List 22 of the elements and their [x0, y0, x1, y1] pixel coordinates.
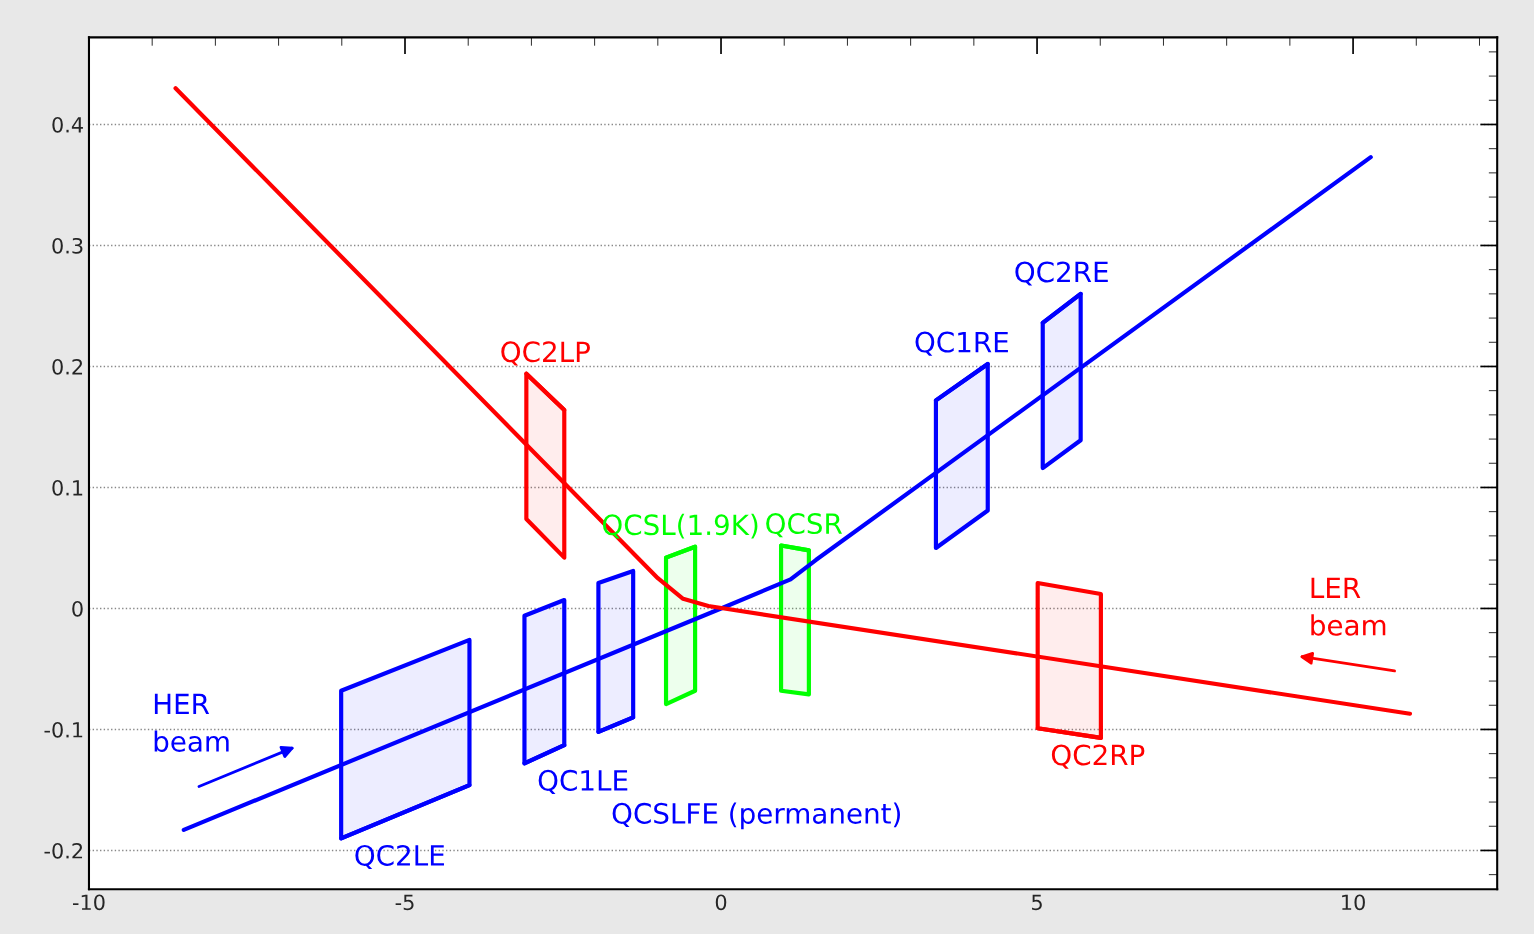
y-tick-label: 0.4: [52, 116, 83, 133]
series-label: HER beam: [154, 693, 229, 752]
y-tick-label: 0.2: [52, 358, 83, 375]
text: QCSLFE (permanent): [612, 802, 900, 830]
series-label: QC2RE: [1015, 261, 1108, 286]
y-tick-label: 0.1: [52, 479, 83, 496]
series-label: QC2LP: [501, 341, 590, 366]
x-tick-label: -10: [72, 894, 105, 911]
y-tick-label: 0: [72, 600, 83, 617]
x-tick-label: -5: [395, 894, 414, 911]
series-label: QC1LE: [538, 769, 628, 795]
y-tick-label: -0.1: [44, 721, 83, 738]
text: LER beam: [1311, 577, 1386, 636]
x-tick-label: 10: [1342, 894, 1365, 911]
series-label: QC2LE: [355, 844, 444, 870]
x-tick-label: 0: [715, 894, 727, 911]
series-label: QC2RP: [1051, 744, 1145, 769]
y-tick-label: -0.2: [44, 842, 83, 859]
y-tick-label: 0.3: [52, 237, 83, 254]
series-label: QC1RE: [915, 331, 1008, 356]
series-label: QCSR: [766, 513, 842, 538]
x-tick-label: 5: [1032, 894, 1042, 911]
